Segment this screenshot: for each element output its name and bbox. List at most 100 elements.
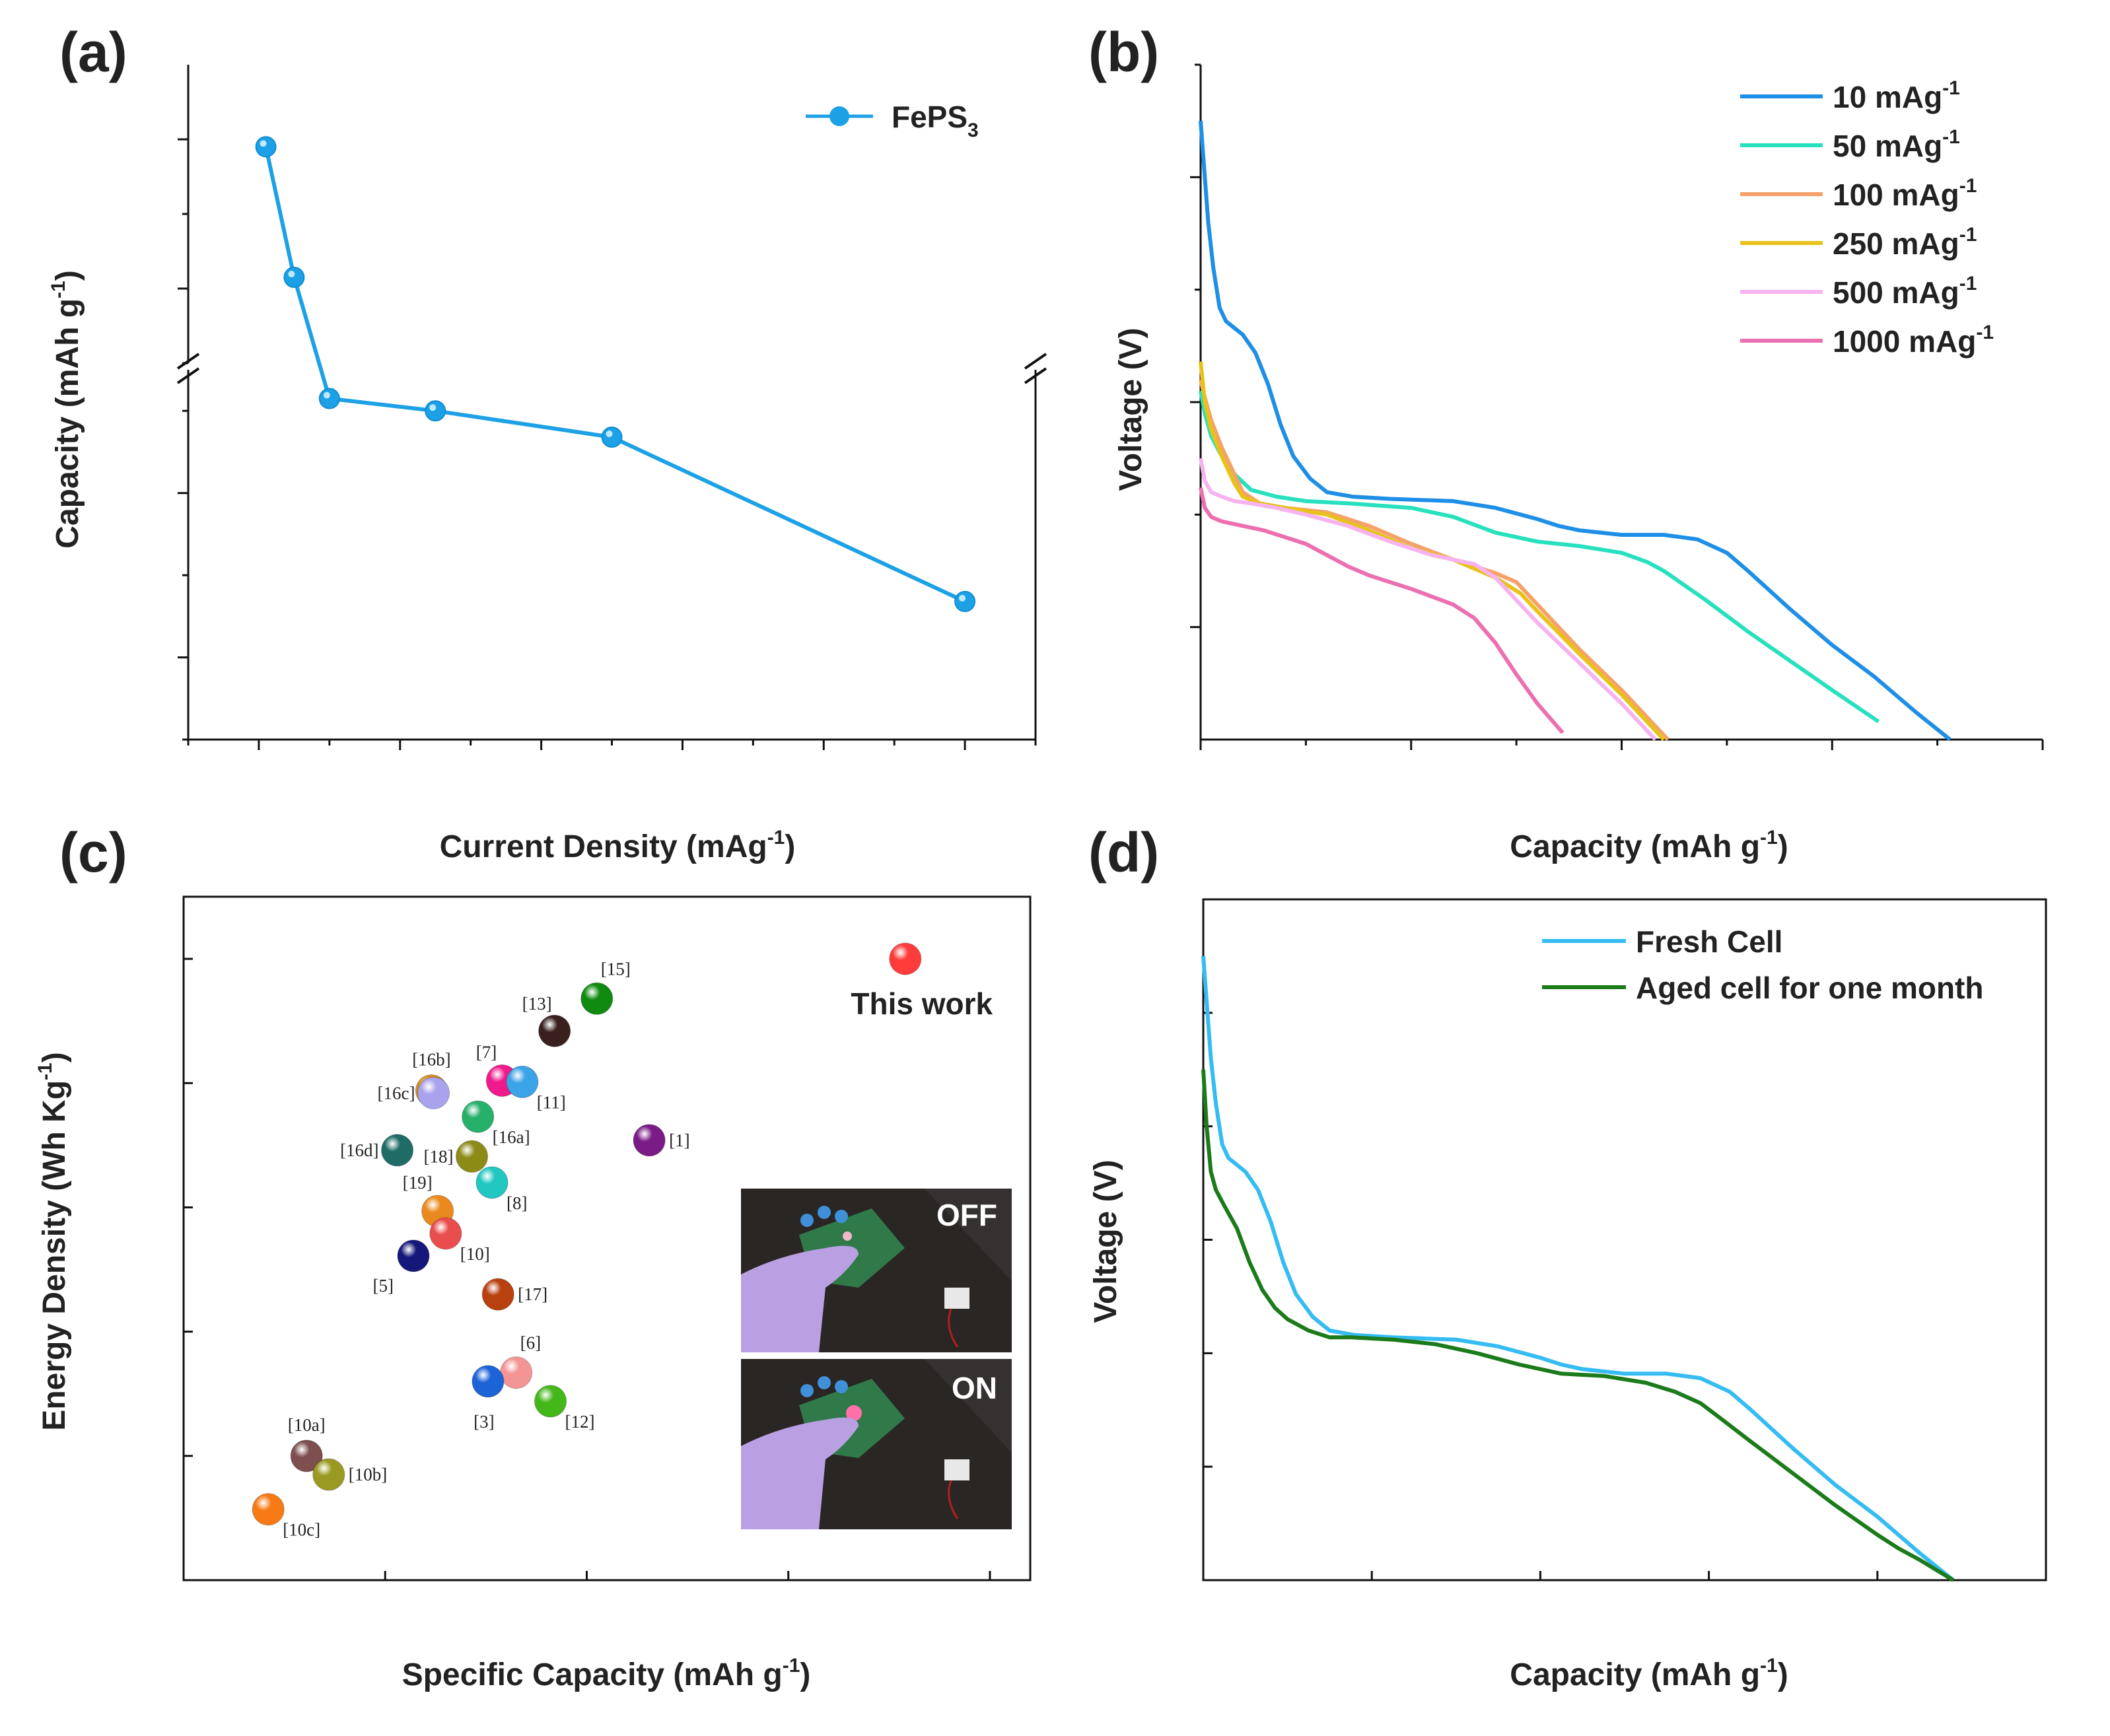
panel-d-chart: Capacity (mAh g-1) Voltage (V) Fresh Cel… xyxy=(1088,898,2047,1692)
panel-c-inset-photos: OFF ON xyxy=(741,1189,1012,1529)
c-scatter-point xyxy=(429,1217,462,1250)
c-point-label: [16c] xyxy=(378,1083,415,1103)
panel-label-d: (d) xyxy=(1088,821,1159,884)
a-data-point xyxy=(954,590,976,612)
panel-b-ylabel: Voltage (V) xyxy=(1113,328,1148,491)
c-point-label: [13] xyxy=(522,994,552,1014)
panel-d-legend: Fresh Cell Aged cell for one month xyxy=(1542,924,1983,1005)
b-legend-text: 1000 mAg xyxy=(1833,324,1976,359)
panel-d-series xyxy=(1201,955,1955,1582)
panel-label-b: (b) xyxy=(1088,21,1159,83)
panel-d-xticks xyxy=(1202,1571,2047,1580)
b-legend-label-3: 250 mAg-1 xyxy=(1833,224,1977,261)
panel-b-axes xyxy=(1199,65,2043,741)
b-series-line-5 xyxy=(1199,487,1565,734)
c-scatter-point xyxy=(633,1124,666,1157)
b-legend-sup: -1 xyxy=(1942,77,1960,99)
c-scatter-point xyxy=(538,1014,571,1047)
c-point-label: [3] xyxy=(474,1412,494,1432)
a-data-point-highlight xyxy=(323,392,330,399)
c-point-label: [12] xyxy=(565,1412,595,1432)
a-data-point-highlight xyxy=(606,431,613,438)
panel-b-series xyxy=(1199,120,1952,742)
a-data-point-highlight xyxy=(260,140,267,147)
d-legend-label-1: Aged cell for one month xyxy=(1636,971,1983,1005)
b-legend-label-0: 10 mAg-1 xyxy=(1833,77,1960,114)
c-point-label: [5] xyxy=(372,1276,393,1296)
panel-label-c: (c) xyxy=(59,821,127,884)
a-data-point xyxy=(318,388,340,409)
b-legend-text: 100 mAg xyxy=(1833,178,1959,212)
c-point-label: [16d] xyxy=(340,1140,378,1160)
b-legend-sup: -1 xyxy=(1942,126,1960,148)
panel-c-chart: This work [15] [13] [7] [11] [16b] [16c] [16a] [… xyxy=(34,895,1032,1692)
a-data-point-highlight xyxy=(959,594,966,602)
c-point-label: [16b] xyxy=(412,1050,450,1070)
c-point-label: [15] xyxy=(601,959,631,979)
panel-a-chart: Current Density (mAg-1) Capacity (mAh g-… xyxy=(48,65,1047,864)
c-scatter-point xyxy=(481,1278,514,1311)
c-point-label: [16a] xyxy=(493,1127,530,1147)
b-legend-sup: -1 xyxy=(1959,273,1977,295)
panel-c-axes xyxy=(182,895,1032,1581)
a-series-line xyxy=(264,146,966,604)
b-series-line-1 xyxy=(1199,390,1880,724)
c-point-label: [10a] xyxy=(288,1415,326,1435)
b-legend-label-1: 50 mAg-1 xyxy=(1833,126,1960,163)
b-legend-sup: -1 xyxy=(1976,322,1994,343)
b-legend-text: 50 mAg xyxy=(1833,129,1942,163)
c-point-label: [6] xyxy=(520,1333,541,1353)
panel-c-xlabel: Specific Capacity (mAh g-1) xyxy=(402,1655,811,1692)
a-break-mark-left-2 xyxy=(176,367,200,384)
c-scatter-point xyxy=(462,1100,495,1133)
panel-a-xticks xyxy=(187,740,1037,750)
panel-a-axes xyxy=(176,65,1047,741)
b-legend-label-2: 100 mAg-1 xyxy=(1833,175,1977,212)
panel-c-ylabel: Energy Density (Wh Kg-1) xyxy=(34,1052,72,1430)
inset-on-label: ON xyxy=(952,1371,997,1405)
c-point-label: [19] xyxy=(403,1173,433,1193)
b-legend-text: 10 mAg xyxy=(1833,80,1942,114)
b-legend-text: 500 mAg xyxy=(1833,275,1959,310)
d-series-line-0 xyxy=(1201,955,1955,1582)
b-series-line-3 xyxy=(1199,361,1666,742)
c-point-label: [10] xyxy=(460,1244,490,1264)
inset-photo-off: OFF xyxy=(741,1189,1012,1352)
c-scatter-point xyxy=(580,982,614,1015)
c-scatter-point xyxy=(534,1385,567,1418)
panel-a-legend: FePS3 xyxy=(806,100,979,141)
panel-b-xticks xyxy=(1199,740,2044,750)
panel-a-ylabel: Capacity (mAh g-1) xyxy=(48,270,85,548)
panel-d-xlabel: Capacity (mAh g-1) xyxy=(1510,1655,1788,1692)
inset-off-label: OFF xyxy=(936,1198,997,1232)
b-legend-label-5: 1000 mAg-1 xyxy=(1833,322,1994,359)
panel-label-a: (a) xyxy=(59,21,127,83)
b-legend-sup: -1 xyxy=(1959,224,1977,246)
panel-d-ylabel: Voltage (V) xyxy=(1088,1160,1123,1323)
c-point-label: [10c] xyxy=(283,1520,320,1540)
c-scatter-point xyxy=(381,1134,414,1167)
c-point-label: [1] xyxy=(669,1130,689,1150)
legend-marker-fepS3 xyxy=(829,106,849,126)
c-scatter-point xyxy=(506,1065,539,1098)
b-legend-sup: -1 xyxy=(1959,175,1977,197)
d-series-line-1 xyxy=(1201,1069,1955,1582)
panel-b-chart: Capacity (mAh g-1) Voltage (V) 10 mAg-15… xyxy=(1113,63,2044,864)
c-point-label: [11] xyxy=(537,1092,566,1112)
c-scatter-point xyxy=(500,1356,533,1389)
c-point-label: [18] xyxy=(424,1146,454,1166)
c-scatter-point xyxy=(252,1493,285,1526)
panel-a-series xyxy=(255,136,976,612)
c-scatter-point xyxy=(312,1458,345,1491)
panel-c-points: This work [15] [13] [7] [11] [16b] [16c] [16a] [… xyxy=(252,942,993,1540)
c-scatter-point xyxy=(889,942,922,975)
panel-a-yticks xyxy=(178,138,188,741)
panel-b-yticks xyxy=(1190,63,1201,629)
b-series-line-4 xyxy=(1199,458,1657,742)
c-scatter-point xyxy=(475,1166,509,1199)
inset-photo-on: ON xyxy=(741,1359,1012,1529)
c-scatter-point xyxy=(455,1140,488,1173)
c-frame xyxy=(182,895,1032,1581)
c-scatter-point xyxy=(290,1440,323,1473)
